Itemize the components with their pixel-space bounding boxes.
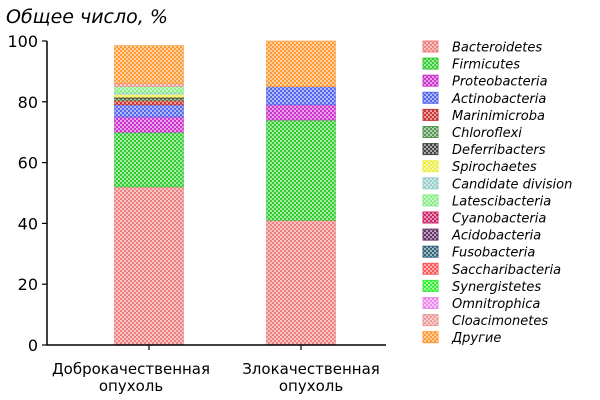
legend-swatch <box>422 143 439 156</box>
legend-label: Chloroflexi <box>452 126 522 141</box>
legend-label: Omnitrophica <box>452 297 540 312</box>
bar-segment-1-spirochaetes <box>114 93 184 98</box>
x-category-label: Злокачественная опухоль <box>242 360 380 395</box>
legend-label: Fusobacteria <box>452 246 535 261</box>
legend-swatch <box>422 126 439 138</box>
legend-label: Cyanobacteria <box>452 212 546 227</box>
bar-segment-1-marinimicroba <box>114 99 184 106</box>
legend-swatch <box>422 91 439 104</box>
legend-label: Bacteroidetes <box>452 41 542 56</box>
bar-segment-1-firmicutes <box>114 131 184 188</box>
plot-area: 0 20 40 60 80 100 Доброкачественная опухоль Злок… <box>7 32 386 395</box>
chart-title: Общее число, % <box>6 6 168 28</box>
y-tick-label: 20 <box>18 275 38 294</box>
legend-swatch <box>422 177 439 190</box>
bar-segment-1-latescibacteria <box>114 86 184 93</box>
y-tick-label: 40 <box>18 214 38 233</box>
legend-label: Firmicutes <box>452 58 520 73</box>
legend-label: Actinobacteria <box>451 92 546 107</box>
legend-swatch <box>422 297 439 309</box>
legend-swatch <box>422 108 439 121</box>
legend-swatch <box>422 211 439 224</box>
legend-label: Saccharibacteria <box>452 263 561 278</box>
legend-swatch <box>422 160 439 173</box>
legend: Bacteroidetes Firmicutes Proteobacteria Act… <box>422 40 572 346</box>
legend-label: Marinimicroba <box>452 109 545 124</box>
legend-label: Proteobacteria <box>452 75 548 90</box>
bar-segment-1-другие <box>114 45 184 84</box>
legend-swatch <box>422 314 439 327</box>
legend-label: Spirochaetes <box>452 160 537 175</box>
legend-swatch <box>422 57 439 70</box>
bar-segment-1-cloacimonetes <box>114 83 184 87</box>
bar-segment-2-firmicutes <box>266 119 336 221</box>
y-tick-label: 0 <box>28 336 38 355</box>
y-tick-label: 100 <box>7 32 38 51</box>
legend-label: Acidobacteria <box>451 229 541 244</box>
legend-label: Synergistetes <box>452 280 541 295</box>
legend-swatch <box>422 40 439 53</box>
bar-segment-1-bacteroidetes <box>114 186 184 346</box>
legend-swatch <box>422 262 439 275</box>
legend-swatch <box>422 228 439 241</box>
bar-segment-2-actinobacteria <box>266 86 336 106</box>
legend-swatch <box>422 74 439 87</box>
legend-swatch <box>422 279 439 292</box>
y-tick-label: 60 <box>18 154 38 173</box>
bar-segment-2-proteobacteria <box>266 104 336 121</box>
legend-label: Candidate division <box>452 177 572 192</box>
legend-swatch <box>422 331 439 344</box>
legend-label: Cloacimonetes <box>452 314 548 329</box>
legend-swatch <box>422 194 439 207</box>
legend-swatch <box>422 245 439 258</box>
bar-segment-1-proteobacteria <box>114 116 184 133</box>
x-category-label: Доброкачественная опухоль <box>52 360 210 395</box>
legend-label: Другие <box>451 331 501 346</box>
legend-label: Deferribacters <box>452 143 546 158</box>
legend-label: Latescibacteria <box>452 194 551 209</box>
bar-segment-2-bacteroidetes <box>266 220 336 346</box>
bar-segment-2-другие <box>266 40 336 87</box>
y-tick-label: 80 <box>18 93 38 112</box>
bar-segment-1-actinobacteria <box>114 104 184 118</box>
